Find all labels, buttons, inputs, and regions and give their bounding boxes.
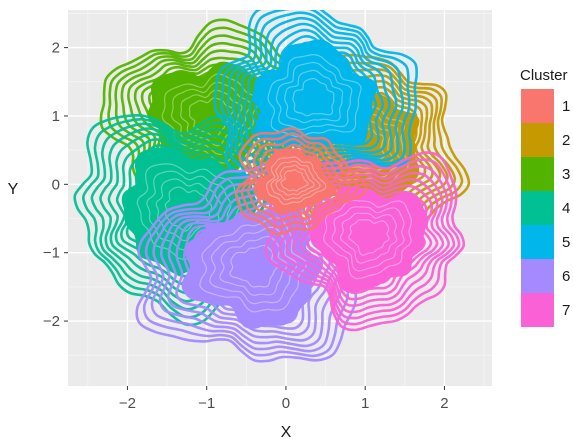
contour-layer [73,10,471,363]
cluster-1-contour-ring [246,137,351,222]
x-tick-label: 1 [361,395,369,412]
cluster-5-contour-ring [226,11,405,179]
legend-label-7: 7 [562,302,570,319]
cluster-5-contour-ring [231,16,398,173]
legend-key-5 [521,225,554,259]
cluster-7-inner-contour [339,212,398,264]
x-tick-label: 0 [282,395,290,412]
x-tick-label: −1 [198,395,215,412]
cluster-1-core [255,148,337,213]
cluster-7-contour-ring [271,158,461,326]
y-tick-label: 0 [52,176,60,193]
cluster-1-contour-ring [240,132,360,229]
x-axis-title: X [281,424,292,441]
cluster-5-inner-contour [267,53,362,138]
legend-label-2: 2 [562,132,570,149]
cluster-1-inner-contour [280,169,309,192]
cluster-6-inner-contour [199,217,307,313]
y-tick-label: −1 [43,245,60,262]
legend-label-5: 5 [562,234,570,251]
legend-label-3: 3 [562,166,570,183]
cluster-5-contour-ring [213,10,418,191]
cluster-3-inner-contour [180,89,243,147]
cluster-7-inner-contour [323,199,413,280]
cluster-1-contours [234,127,368,236]
cluster-5-inner-contour [284,69,344,124]
cluster-7-contour-ring [292,178,445,307]
cluster-7-contour-ring [299,183,439,301]
legend-key-4 [521,191,554,225]
cluster-7-inner-contour [331,206,405,272]
cluster-1-inner-contour [275,164,315,196]
cluster-5-core [252,39,378,147]
legend-key-6 [521,259,554,293]
legend-label-1: 1 [562,98,570,115]
cluster-7-contours [264,151,466,332]
cluster-5-inner-contour [292,77,335,117]
cluster-1-inner-contour [266,156,327,205]
y-tick-label: 2 [52,40,60,57]
x-tick-label: 2 [440,395,448,412]
legend-label-6: 6 [562,268,570,285]
x-tick-label: −2 [119,395,136,412]
cluster-6-inner-contour [219,235,288,296]
cluster-5-contour-ring [237,22,391,167]
y-tick-label: 1 [52,108,60,125]
cluster-6-inner-contour [209,226,298,305]
legend-key-3 [521,157,554,191]
cluster-5-contour-ring [220,10,411,185]
cluster-5-contour-ring [242,28,384,161]
legend-key-1 [521,89,554,123]
legend-key-7 [521,293,554,327]
cluster-7-contour-ring [278,165,456,320]
cluster-1-inner-contour [270,160,321,201]
cluster-5-inner-contour [275,61,353,131]
cluster-7-inner-contour [348,218,390,256]
legend-title: Cluster [520,67,568,84]
axes: −2 −1 0 1 2 −2 −1 0 1 2 [43,40,449,412]
y-tick-label: −2 [43,313,60,330]
y-axis-title: Y [8,181,19,198]
legend: Cluster 1 2 3 4 5 6 7 [520,67,570,327]
cluster-4-inner-contour [155,178,222,242]
cluster-7-core [309,186,428,293]
legend-key-2 [521,123,554,157]
cluster-7-contour-ring [285,171,450,314]
cluster-1-contour-ring [234,127,368,236]
cluster-7-contour-ring [264,151,466,332]
legend-label-4: 4 [562,200,570,217]
cluster-5-contours [213,10,418,191]
